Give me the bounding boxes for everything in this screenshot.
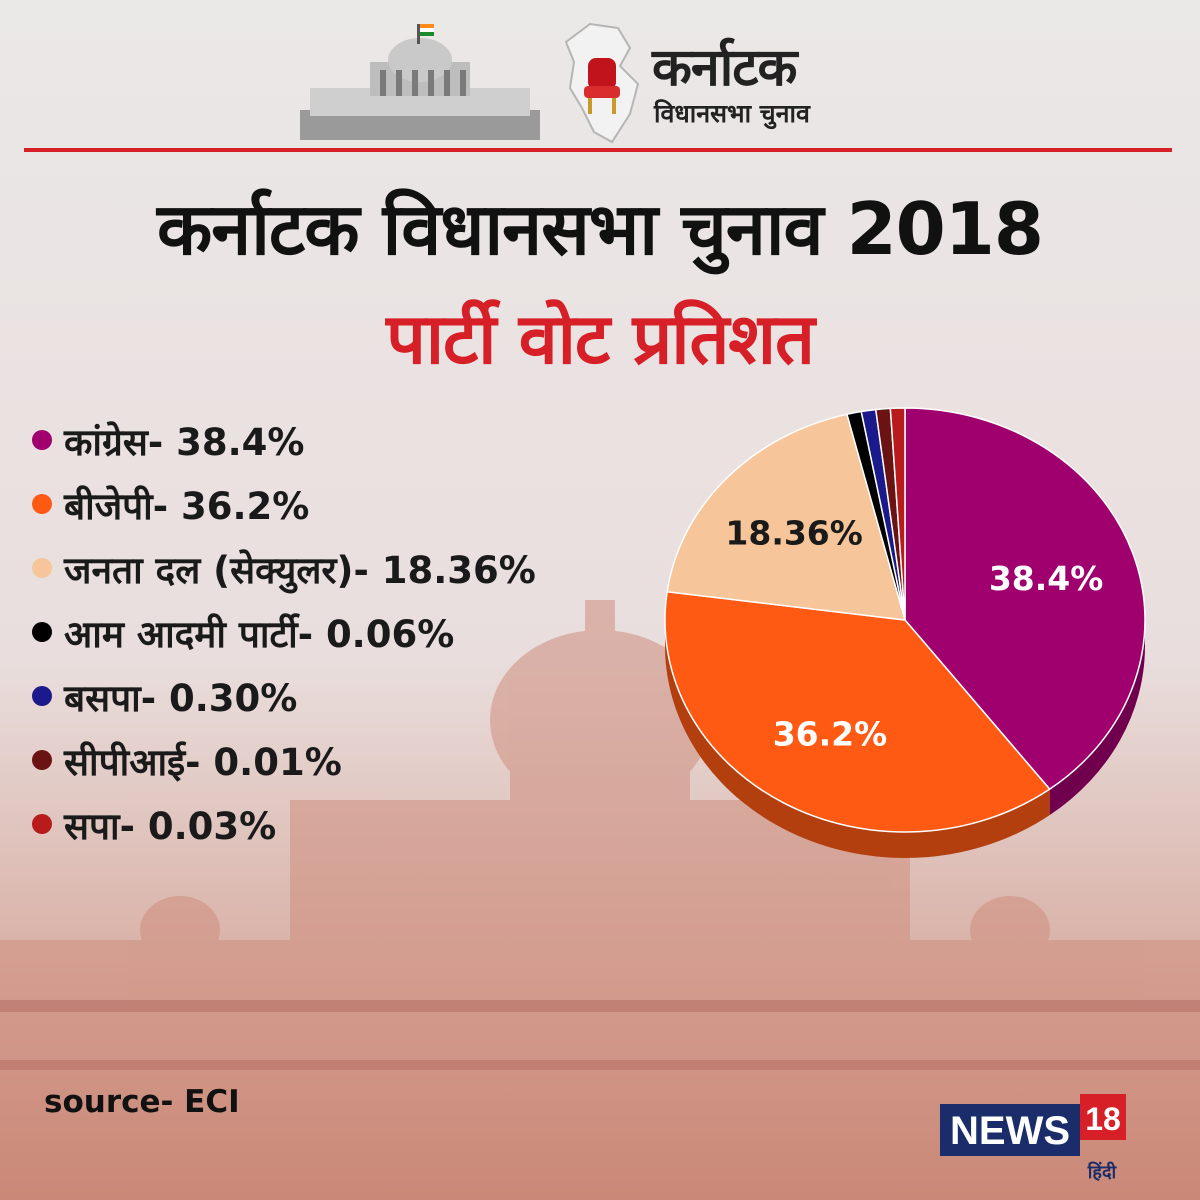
news18-logo-number: 18 xyxy=(1085,1101,1121,1137)
brand-subtitle: विधानसभा चुनाव xyxy=(654,99,810,128)
page-title: कर्नाटक विधानसभा चुनाव 2018 xyxy=(157,187,1044,271)
legend-label: बीजेपी- 36.2% xyxy=(64,484,310,528)
legend-dot xyxy=(32,558,52,578)
pie-slice-1 xyxy=(664,590,1051,833)
legend-dot xyxy=(32,686,52,706)
header-building-illustration xyxy=(300,24,540,140)
brand-title: कर्नाटक xyxy=(652,38,797,98)
legend-item-aap: आम आदमी पार्टी- 0.06% xyxy=(32,600,632,664)
chart-legend: कांग्रेस- 38.4% बीजेपी- 36.2% जनता दल (स… xyxy=(32,408,632,856)
pie-label-0: 38.4% xyxy=(989,559,1104,598)
legend-item-cpi: सीपीआई- 0.01% xyxy=(32,728,632,792)
header-divider xyxy=(24,148,1172,152)
pie-slice-6 xyxy=(889,407,906,621)
legend-item-sp: सपा- 0.03% xyxy=(32,792,632,856)
legend-dot xyxy=(32,430,52,450)
legend-dot xyxy=(32,814,52,834)
page-subtitle: पार्टी वोट प्रतिशत xyxy=(386,298,815,380)
pie-slice-side-0 xyxy=(1049,620,1145,816)
legend-label: कांग्रेस- 38.4% xyxy=(64,420,305,464)
legend-item-bsp: बसपा- 0.30% xyxy=(32,664,632,728)
legend-item-jds: जनता दल (सेक्युलर)- 18.36% xyxy=(32,536,632,600)
legend-item-congress: कांग्रेस- 38.4% xyxy=(32,408,632,472)
legend-label: जनता दल (सेक्युलर)- 18.36% xyxy=(64,548,536,592)
legend-dot xyxy=(32,622,52,642)
news18-logo: NEWS 18 हिंदी xyxy=(940,1094,1126,1182)
pie-label-2: 18.36% xyxy=(725,513,862,552)
legend-label: सपा- 0.03% xyxy=(64,804,277,848)
vote-share-pie-chart: 38.4% 36.2% 18.36% xyxy=(664,407,1146,858)
pie-slice-2 xyxy=(666,413,907,621)
legend-dot xyxy=(32,750,52,770)
news18-logo-text: NEWS xyxy=(950,1109,1070,1153)
legend-label: सीपीआई- 0.01% xyxy=(64,740,342,784)
karnataka-map-icon xyxy=(564,22,640,144)
legend-label: आम आदमी पार्टी- 0.06% xyxy=(64,612,455,656)
news18-logo-sub: हिंदी xyxy=(1087,1161,1118,1182)
pie-slice-side-1 xyxy=(665,620,1050,858)
pie-slice-0 xyxy=(904,407,1146,791)
source-note: source- ECI xyxy=(44,1084,240,1120)
legend-label: बसपा- 0.30% xyxy=(64,676,298,720)
legend-item-bjp: बीजेपी- 36.2% xyxy=(32,472,632,536)
legend-dot xyxy=(32,494,52,514)
chair-icon xyxy=(584,58,620,114)
pie-label-1: 36.2% xyxy=(773,714,888,753)
